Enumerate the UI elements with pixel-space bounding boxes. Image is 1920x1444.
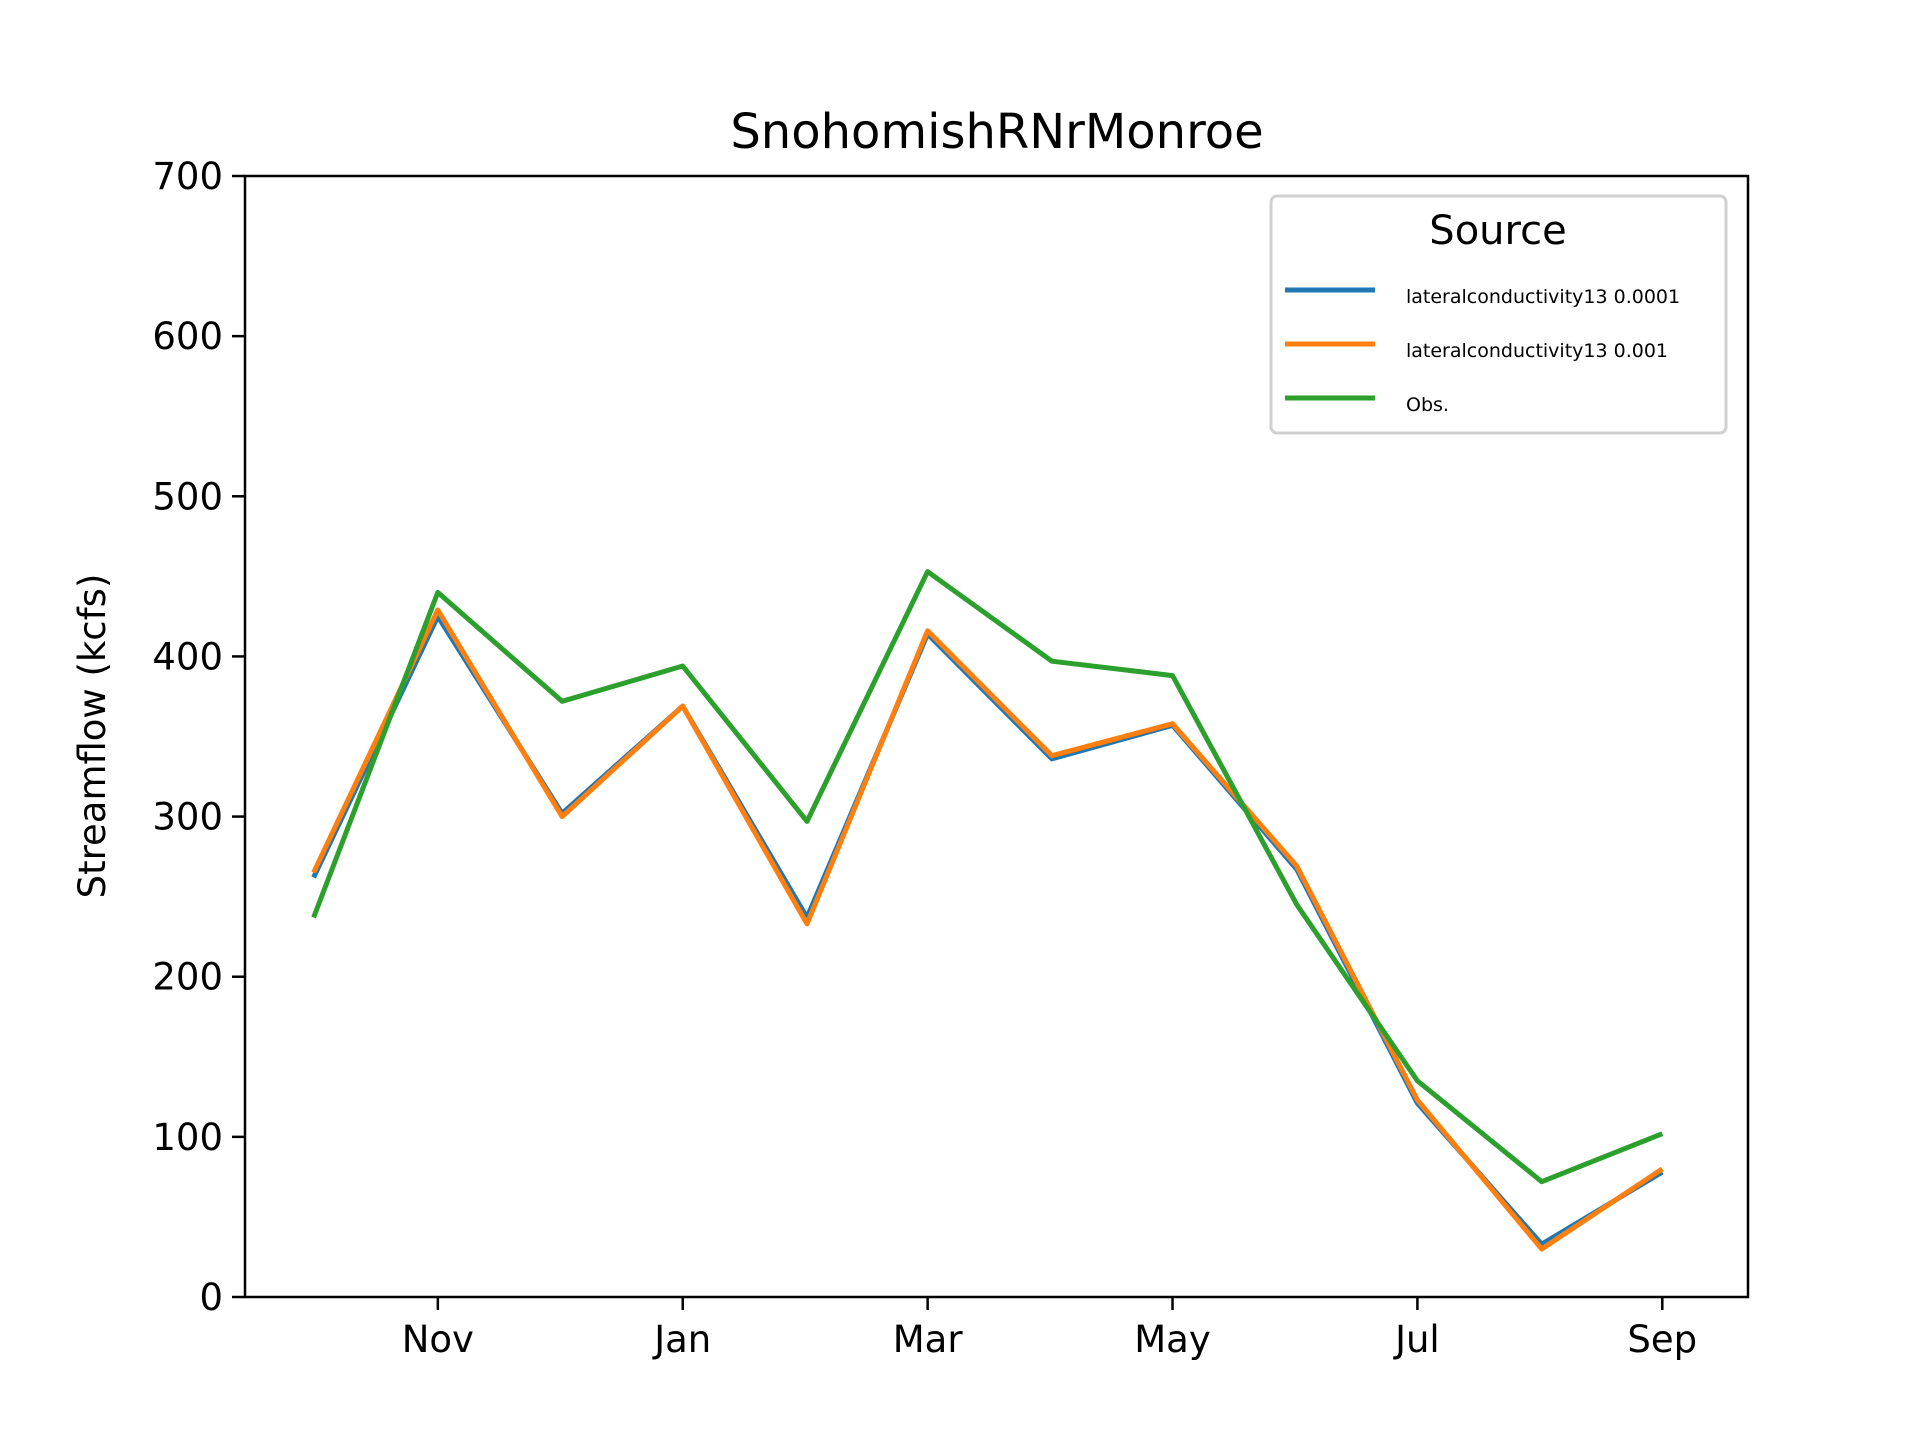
y-axis-label: Streamflow (kcfs) [71, 574, 114, 899]
x-tick-label: Jan [652, 1318, 711, 1361]
x-tick-label: May [1134, 1318, 1211, 1361]
x-axis: Nov Jan Mar May Jul Sep [402, 1297, 1697, 1361]
chart-title: SnohomishRNrMonroe [730, 104, 1263, 160]
y-tick-label: 300 [152, 796, 223, 839]
plot-area [243, 174, 1750, 1299]
x-tick-label: Jul [1393, 1318, 1440, 1361]
legend-title: Source [1429, 208, 1566, 254]
legend-label-1: lateralconductivity13 0.001 [1406, 340, 1668, 362]
y-axis: 0 100 200 300 400 500 600 700 [152, 155, 245, 1319]
legend-entries: lateralconductivity13 0.0001 lateralcondu… [1285, 286, 1680, 416]
legend-box [1269, 194, 1728, 435]
y-tick-label: 0 [199, 1276, 223, 1319]
legend-label-0: lateralconductivity13 0.0001 [1406, 286, 1680, 308]
y-tick-label: 100 [152, 1116, 223, 1159]
legend-label-2: Obs. [1406, 394, 1449, 416]
y-tick-label: 200 [152, 956, 223, 999]
y-tick-label: 600 [152, 315, 223, 358]
x-tick-label: Sep [1627, 1318, 1697, 1361]
y-tick-label: 700 [152, 155, 223, 198]
axes-frame [243, 174, 1750, 1299]
series-line-2 [311, 569, 1664, 1185]
series-line-1 [311, 607, 1664, 1252]
x-tick-label: Nov [402, 1318, 474, 1361]
y-tick-label: 500 [152, 475, 223, 518]
legend: Source lateralconductivity13 0.0001later… [1269, 194, 1728, 435]
series-lines [311, 569, 1664, 1252]
x-tick-label: Mar [893, 1318, 964, 1361]
y-tick-label: 400 [152, 635, 223, 678]
